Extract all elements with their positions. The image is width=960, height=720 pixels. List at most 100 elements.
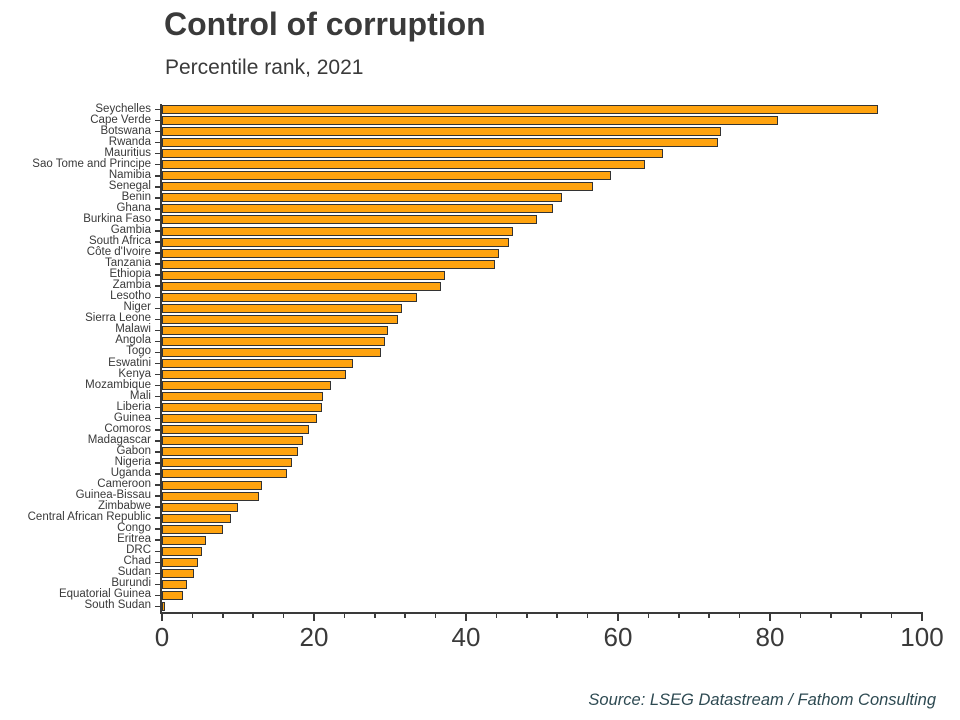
y-axis-label: Zambia [112, 279, 151, 292]
y-axis-label: Nigeria [114, 455, 151, 468]
y-axis-tick [155, 429, 161, 431]
bar [162, 491, 260, 501]
bar [162, 204, 553, 214]
x-axis-tick [465, 614, 467, 621]
y-axis-tick [155, 230, 161, 232]
x-axis-line [160, 612, 923, 614]
y-axis-tick [155, 539, 161, 541]
y-axis-tick [155, 473, 161, 475]
x-axis-minor-tick [374, 614, 376, 618]
y-axis-label: Rwanda [108, 135, 151, 148]
y-axis-label: South Sudan [84, 599, 151, 612]
y-axis-label: Sao Tome and Principe [32, 157, 151, 170]
y-axis-tick [155, 274, 161, 276]
x-axis-minor-tick [830, 614, 832, 618]
x-axis-minor-tick [495, 614, 498, 618]
bar [162, 270, 446, 280]
y-axis-tick [155, 186, 161, 188]
bar [162, 325, 389, 335]
bar [162, 425, 309, 435]
y-axis-label: Cameroon [97, 478, 151, 490]
bar [162, 237, 510, 247]
y-axis-label: Angola [115, 334, 151, 347]
y-axis-tick [155, 152, 161, 155]
y-axis-tick [155, 417, 161, 420]
bar [162, 314, 399, 324]
bar [162, 182, 593, 192]
y-axis-tick [155, 395, 161, 398]
y-axis-label: Equatorial Guinea [58, 588, 151, 601]
bar [162, 403, 322, 413]
y-axis-tick [155, 550, 161, 552]
x-axis-tick-label: 40 [451, 622, 481, 652]
y-axis-tick [155, 517, 161, 519]
bar [162, 524, 223, 534]
y-axis-tick [155, 561, 161, 564]
bar [162, 193, 562, 203]
bar [162, 359, 353, 369]
y-axis-tick [155, 263, 161, 265]
y-axis-label: Congo [117, 522, 151, 535]
x-axis-minor-tick [738, 614, 741, 618]
bar [162, 226, 514, 236]
y-axis-tick [155, 362, 161, 365]
y-axis-tick [155, 307, 161, 310]
y-axis-tick [155, 318, 161, 321]
bar [162, 281, 441, 291]
x-axis-minor-tick [526, 614, 528, 618]
y-axis-tick [155, 108, 161, 111]
chart-subtitle: Percentile rank, 2021 [165, 56, 364, 79]
x-axis-minor-tick [404, 614, 406, 618]
y-axis-tick [155, 219, 161, 221]
y-axis-label: Cape Verde [90, 113, 151, 126]
y-axis-label: Ethiopia [109, 268, 151, 281]
bar [162, 215, 538, 225]
y-axis-label: Malawi [115, 323, 151, 336]
x-axis-tick-label: 100 [900, 622, 944, 652]
x-axis-tick-label: 60 [603, 622, 633, 652]
bar [162, 557, 199, 567]
y-axis-label: Chad [123, 555, 152, 568]
bar [162, 116, 779, 126]
y-axis-label: Seychelles [95, 102, 151, 115]
bar [162, 248, 499, 258]
bar [162, 502, 238, 512]
y-axis-label: Benin [121, 190, 151, 203]
y-axis-label: Sudan [117, 566, 151, 579]
y-axis-tick [155, 130, 161, 133]
bar [162, 149, 663, 159]
x-axis-minor-tick [708, 614, 710, 618]
x-axis-minor-tick [860, 614, 862, 618]
y-axis-label: Kenya [118, 367, 151, 380]
y-axis-label: Guinea [113, 411, 151, 424]
y-axis-label: Eritrea [117, 533, 151, 546]
y-axis-tick [155, 506, 161, 508]
y-axis-label: Liberia [116, 400, 151, 413]
y-axis-tick [155, 141, 161, 144]
x-axis-minor-tick [799, 614, 802, 618]
y-axis-label: Sierra Leone [85, 312, 151, 325]
y-axis-tick [155, 440, 161, 442]
bar [162, 171, 612, 181]
x-axis-minor-tick [343, 614, 346, 618]
x-axis-tick-label: 0 [154, 622, 170, 652]
x-axis-tick [313, 614, 315, 621]
y-axis-tick [155, 605, 161, 608]
bar [162, 590, 184, 600]
y-axis-label: Ghana [116, 201, 151, 214]
y-axis-label: Tanzania [104, 257, 151, 270]
x-axis-tick [921, 614, 923, 621]
y-axis-label: Zimbabwe [97, 500, 151, 513]
y-axis-label: Burkina Faso [83, 212, 151, 225]
bar [162, 513, 232, 523]
y-axis-label: Madagascar [87, 433, 151, 446]
y-axis-label: South Africa [88, 235, 151, 248]
x-axis-tick [769, 614, 771, 621]
bar [162, 336, 385, 346]
bar [162, 579, 188, 589]
y-axis-line [160, 104, 162, 614]
y-axis-tick [155, 340, 161, 343]
bar [162, 469, 288, 479]
y-axis-tick [155, 208, 161, 210]
